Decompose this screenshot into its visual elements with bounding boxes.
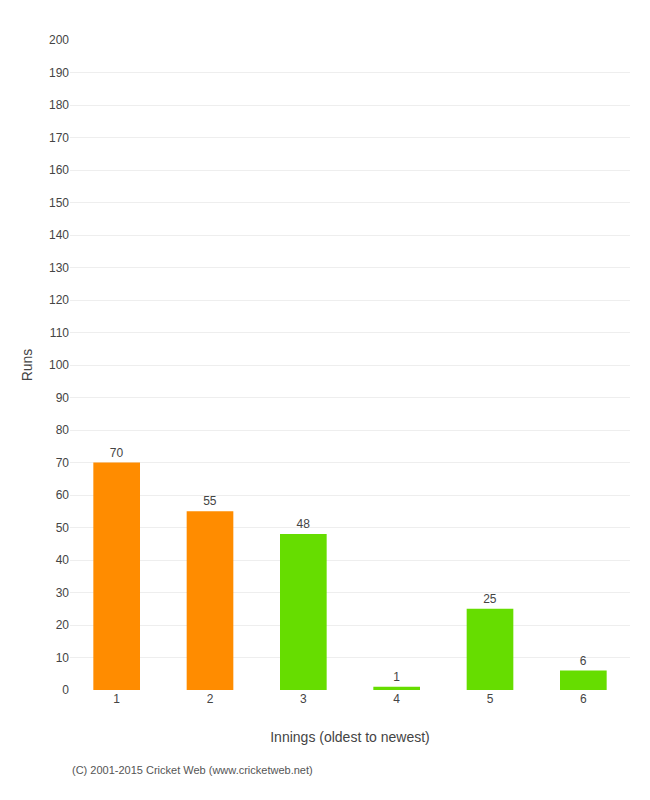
svg-text:6: 6: [580, 654, 587, 668]
svg-text:130: 130: [49, 261, 69, 275]
svg-text:80: 80: [56, 423, 70, 437]
svg-text:6: 6: [580, 692, 587, 706]
svg-text:1: 1: [113, 692, 120, 706]
svg-text:0: 0: [62, 683, 69, 697]
svg-text:140: 140: [49, 228, 69, 242]
svg-text:50: 50: [56, 521, 70, 535]
svg-text:25: 25: [483, 592, 497, 606]
svg-text:(C) 2001-2015 Cricket Web (www: (C) 2001-2015 Cricket Web (www.cricketwe…: [72, 764, 313, 776]
svg-text:55: 55: [203, 494, 217, 508]
svg-text:70: 70: [56, 456, 70, 470]
svg-text:Runs: Runs: [19, 349, 35, 382]
svg-text:5: 5: [487, 692, 494, 706]
svg-text:2: 2: [207, 692, 214, 706]
svg-text:100: 100: [49, 358, 69, 372]
svg-text:70: 70: [110, 446, 124, 460]
svg-text:20: 20: [56, 618, 70, 632]
svg-text:160: 160: [49, 163, 69, 177]
svg-text:90: 90: [56, 391, 70, 405]
svg-text:60: 60: [56, 488, 70, 502]
svg-text:110: 110: [50, 326, 69, 340]
svg-text:10: 10: [56, 651, 70, 665]
svg-text:180: 180: [49, 98, 69, 112]
svg-text:200: 200: [49, 33, 69, 47]
svg-text:120: 120: [49, 293, 69, 307]
svg-text:150: 150: [49, 196, 69, 210]
svg-text:48: 48: [296, 517, 310, 531]
svg-text:170: 170: [49, 131, 69, 145]
svg-text:Innings (oldest to newest): Innings (oldest to newest): [270, 729, 430, 745]
svg-text:4: 4: [393, 692, 400, 706]
svg-text:190: 190: [49, 66, 69, 80]
svg-text:30: 30: [56, 586, 70, 600]
svg-text:3: 3: [300, 692, 307, 706]
svg-text:40: 40: [56, 553, 70, 567]
svg-text:1: 1: [393, 670, 400, 684]
